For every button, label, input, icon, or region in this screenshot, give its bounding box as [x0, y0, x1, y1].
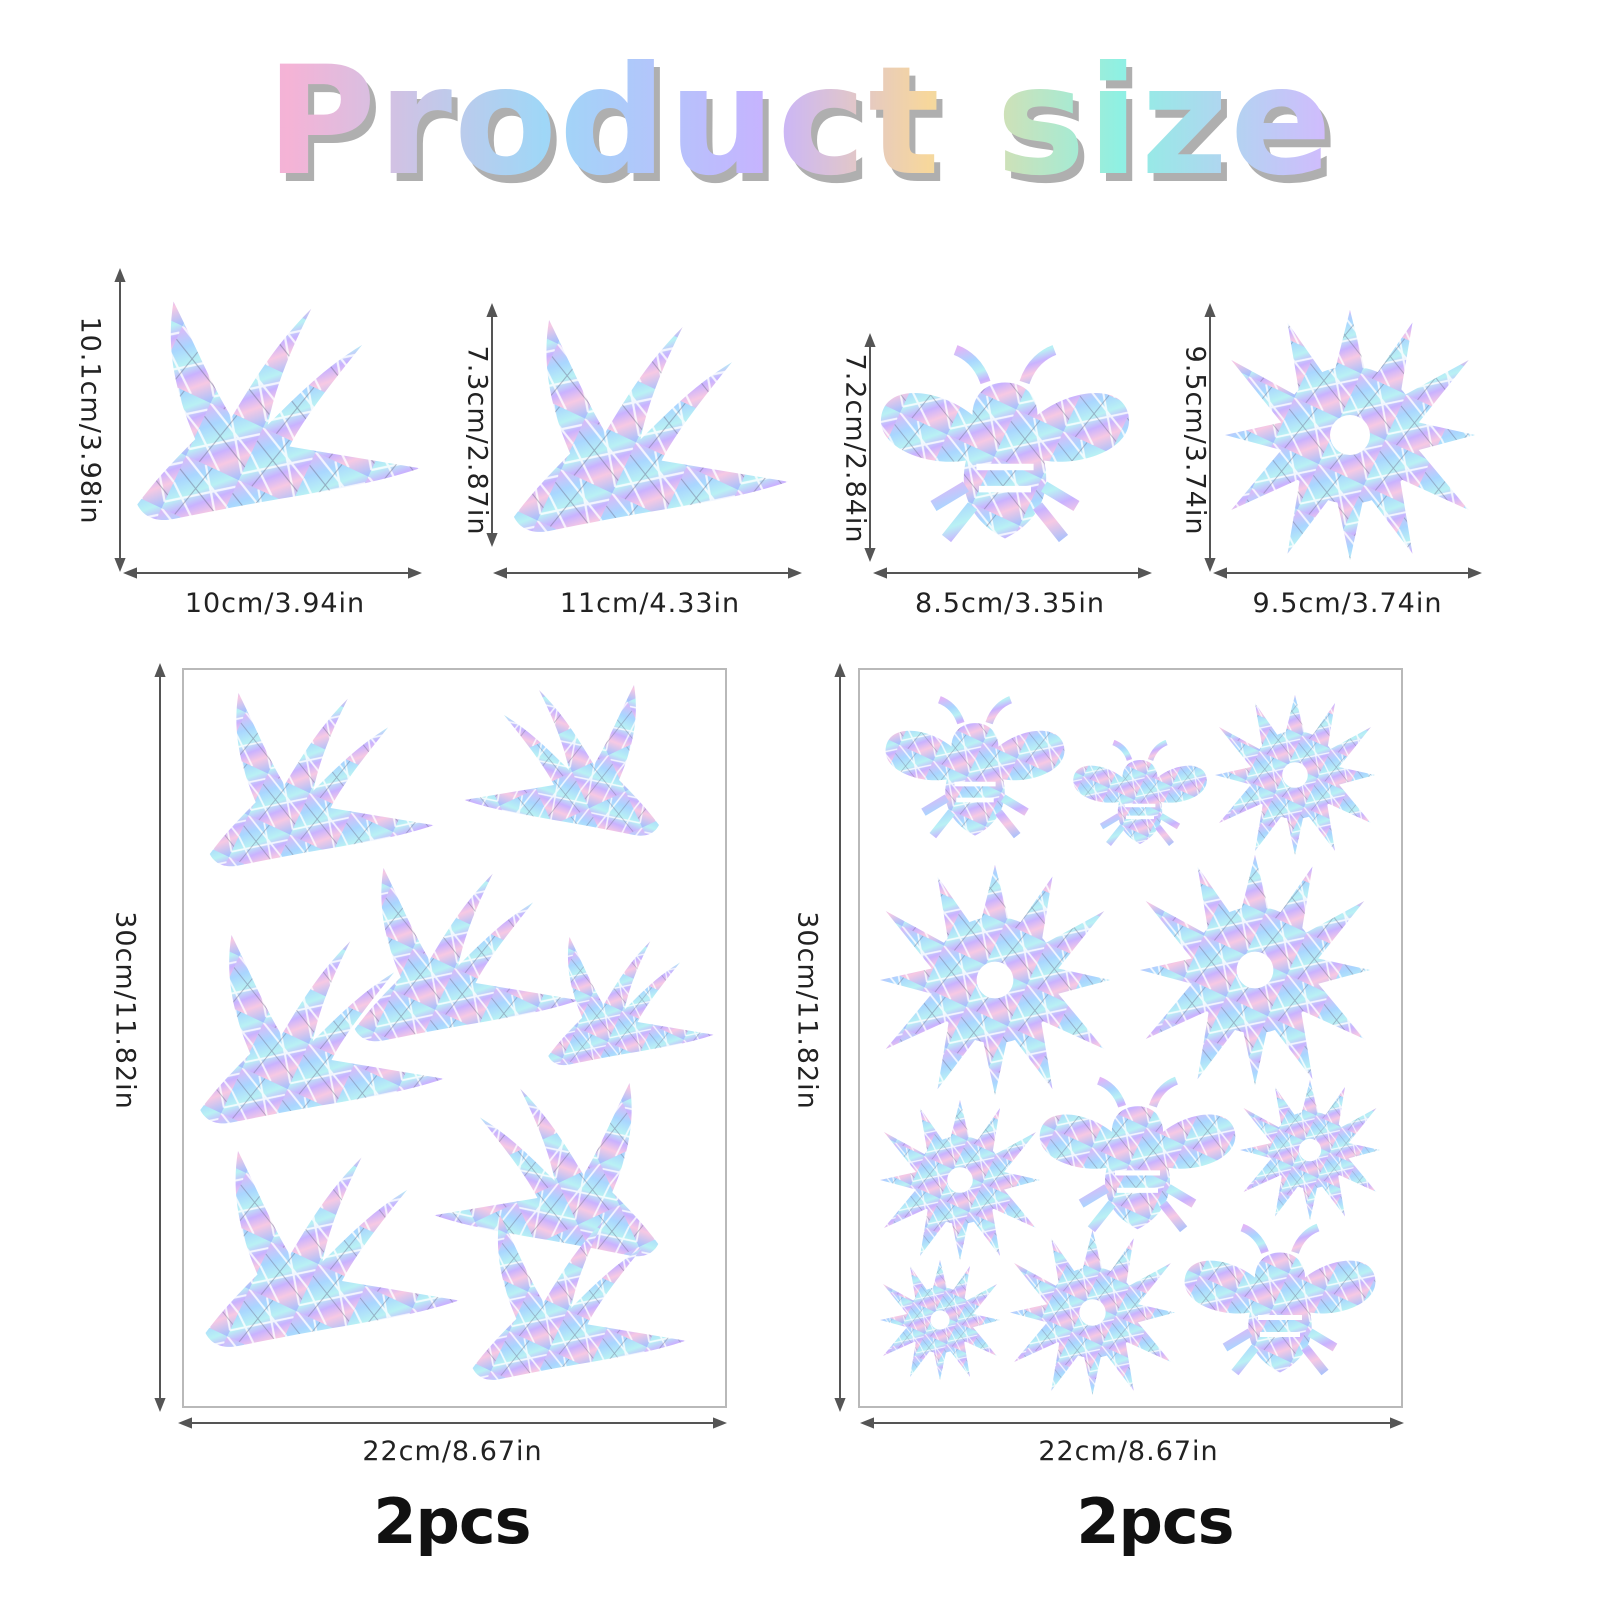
flower-width-label: 9.5cm/3.74in: [1252, 588, 1443, 619]
height-arrow: [154, 663, 166, 1412]
bee-height-label: 7.2cm/2.84in: [839, 353, 871, 544]
swallow-2-height-label: 7.3cm/2.87in: [461, 345, 493, 536]
height-arrow: [114, 268, 126, 572]
width-arrow: [1213, 567, 1482, 579]
sticker-sheet-bees-flowers: [858, 668, 1403, 1408]
height-arrow: [834, 663, 846, 1412]
bee-flower-stickers: [880, 695, 1380, 1395]
height-arrow: [486, 303, 498, 547]
width-arrow: [860, 1417, 1404, 1429]
swallow-2-width-label: 11cm/4.33in: [559, 588, 741, 619]
swallow-sticker-icon: [200, 685, 714, 1380]
height-arrow: [864, 333, 876, 562]
swallow-sticker-icon: [513, 320, 789, 532]
page-title: Product size: [0, 40, 1600, 205]
flower-sticker-icon: [1225, 310, 1475, 560]
swallow-1-width-label: 10cm/3.94in: [184, 588, 366, 619]
swallow-sticker-icon: [137, 301, 420, 521]
height-arrow: [1204, 303, 1216, 572]
width-arrow: [178, 1417, 727, 1429]
flower-height-label: 9.5cm/3.74in: [1179, 345, 1211, 536]
bee-sticker-icon: [875, 340, 1135, 555]
sheet-left-height-label: 30cm/11.82in: [109, 911, 141, 1110]
width-arrow: [873, 567, 1152, 579]
swallow-1-height-label: 10.1cm/3.98in: [74, 316, 106, 525]
width-arrow: [123, 567, 422, 579]
sheet-right-height-label: 30cm/11.82in: [791, 911, 823, 1110]
sheet-left-quantity: 2pcs: [373, 1485, 531, 1558]
sticker-sheet-swallows: [182, 668, 727, 1408]
bee-width-label: 8.5cm/3.35in: [915, 588, 1105, 619]
sheet-right-quantity: 2pcs: [1076, 1485, 1234, 1558]
sheet-right-width-label: 22cm/8.67in: [1038, 1436, 1219, 1467]
width-arrow: [493, 567, 802, 579]
sheet-left-width-label: 22cm/8.67in: [362, 1436, 543, 1467]
